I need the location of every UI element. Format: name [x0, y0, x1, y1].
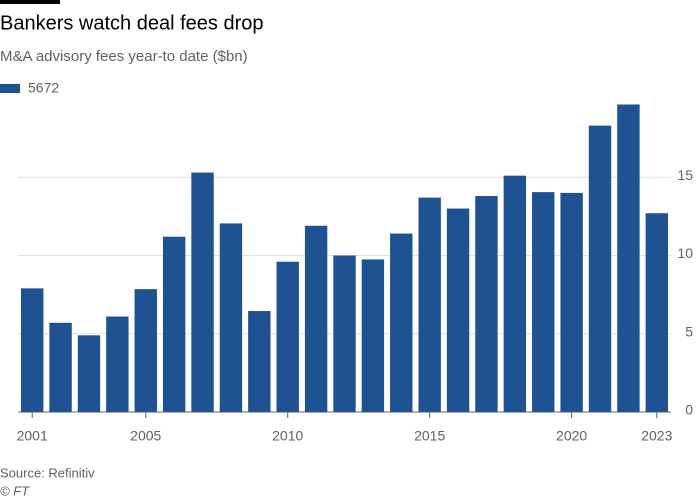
bar: [617, 104, 640, 412]
bar: [333, 255, 356, 412]
bar: [532, 192, 555, 412]
bar: [361, 259, 385, 412]
bar: [645, 213, 669, 412]
bar: [276, 261, 299, 412]
y-tick-label: 0: [685, 402, 693, 418]
bar: [49, 322, 72, 412]
chart-subtitle: M&A advisory fees year-to date ($bn): [0, 48, 248, 65]
x-tick-label: 2015: [414, 428, 445, 444]
bar: [162, 236, 186, 412]
x-tick-label: 2005: [130, 428, 161, 444]
bar: [560, 192, 583, 412]
x-tick-label: 2010: [272, 428, 303, 444]
bar: [134, 289, 157, 412]
x-tick-label: 2001: [17, 428, 48, 444]
y-tick-label: 5: [685, 323, 693, 339]
bar: [390, 233, 413, 412]
bar: [219, 223, 243, 412]
x-tick-label: 2023: [641, 428, 672, 444]
source: Source: Refinitiv: [0, 465, 95, 480]
bar: [20, 288, 44, 412]
bar: [304, 225, 328, 412]
bar: [503, 175, 527, 412]
bar: [191, 172, 214, 412]
bar: [475, 196, 498, 412]
brand-bar: [0, 0, 60, 4]
y-tick-label: 15: [677, 167, 693, 183]
legend-label: 5672: [28, 80, 59, 96]
bar: [248, 311, 271, 412]
footer: © FT: [0, 483, 30, 498]
y-tick-label: 10: [677, 245, 693, 261]
legend-swatch: [0, 84, 20, 93]
bar: [106, 316, 129, 412]
bar: [418, 197, 441, 412]
chart-title: Bankers watch deal fees drop: [0, 12, 264, 34]
bar: [588, 125, 612, 412]
x-tick-label: 2020: [556, 428, 587, 444]
bar: [77, 335, 101, 412]
bar: [446, 208, 470, 412]
